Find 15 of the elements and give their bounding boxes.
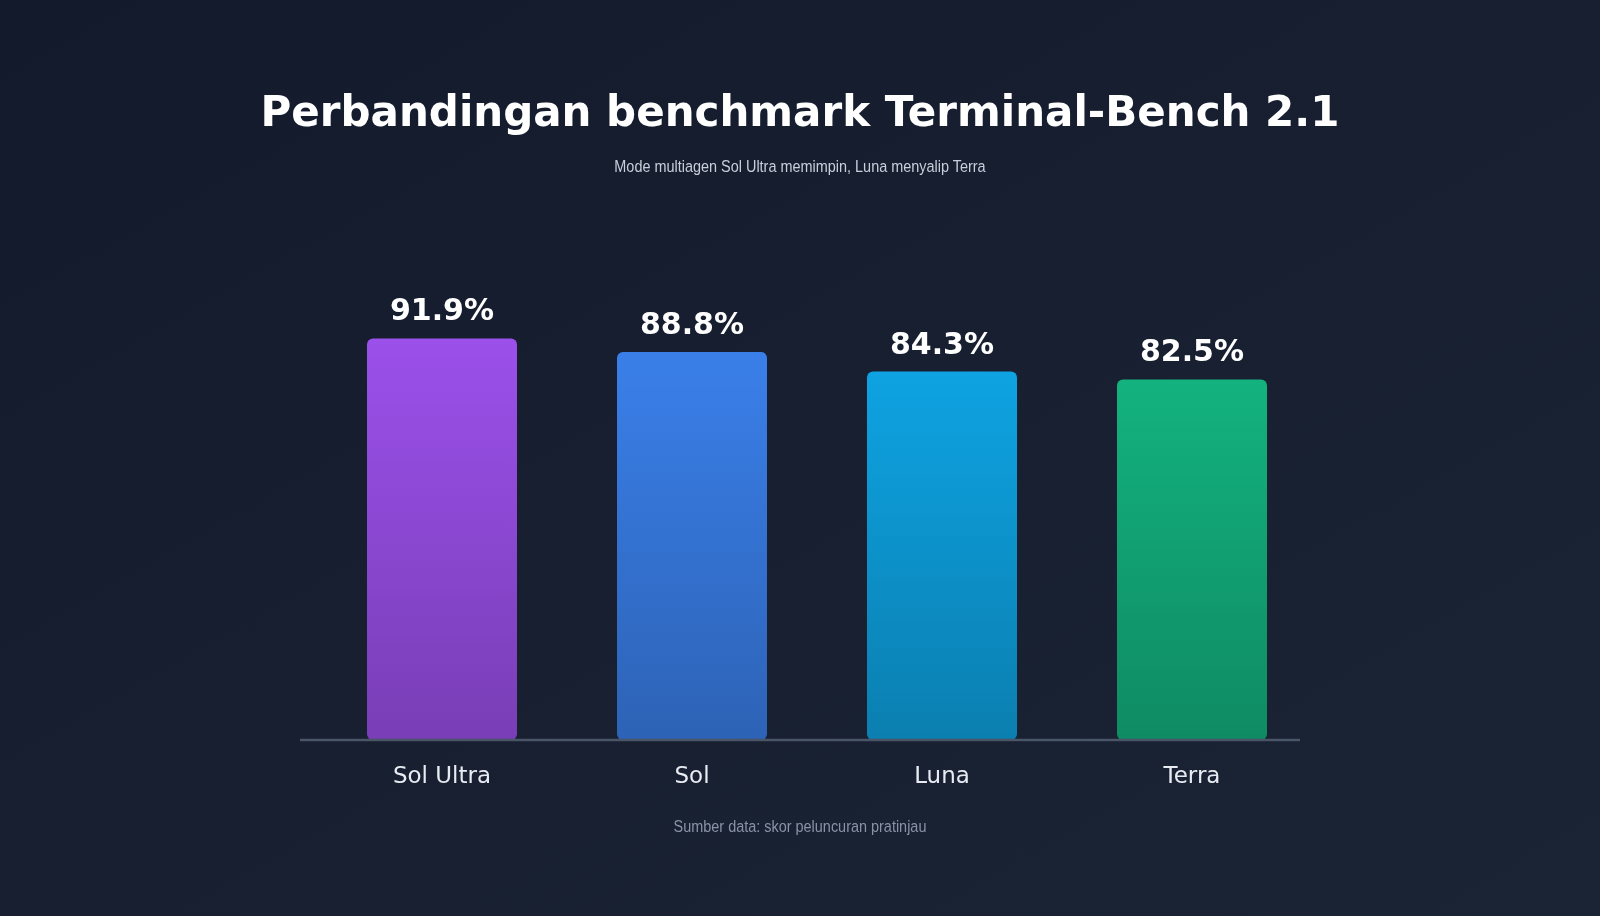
data-label: 82.5% [1139, 333, 1245, 369]
chart-title: Perbandingan benchmark Terminal-Bench 2.1 [260, 87, 1340, 136]
x-tick-label: Luna [914, 762, 970, 788]
bar [367, 338, 517, 740]
bar [867, 371, 1017, 740]
x-tick-label: Sol Ultra [392, 762, 492, 788]
bar [1117, 379, 1267, 740]
x-tick-label: Sol [674, 762, 710, 788]
chart-subtitle: Mode multiagen Sol Ultra memimpin, Luna menyalip Terra [614, 156, 986, 176]
bar [617, 351, 767, 740]
text: Sumber data: skor peluncuran pratinjau [673, 816, 927, 836]
x-tick-label: Terra [1162, 762, 1221, 788]
data-label: 91.9% [389, 292, 495, 328]
data-label: 84.3% [889, 325, 995, 361]
data-label: 88.8% [639, 305, 745, 341]
